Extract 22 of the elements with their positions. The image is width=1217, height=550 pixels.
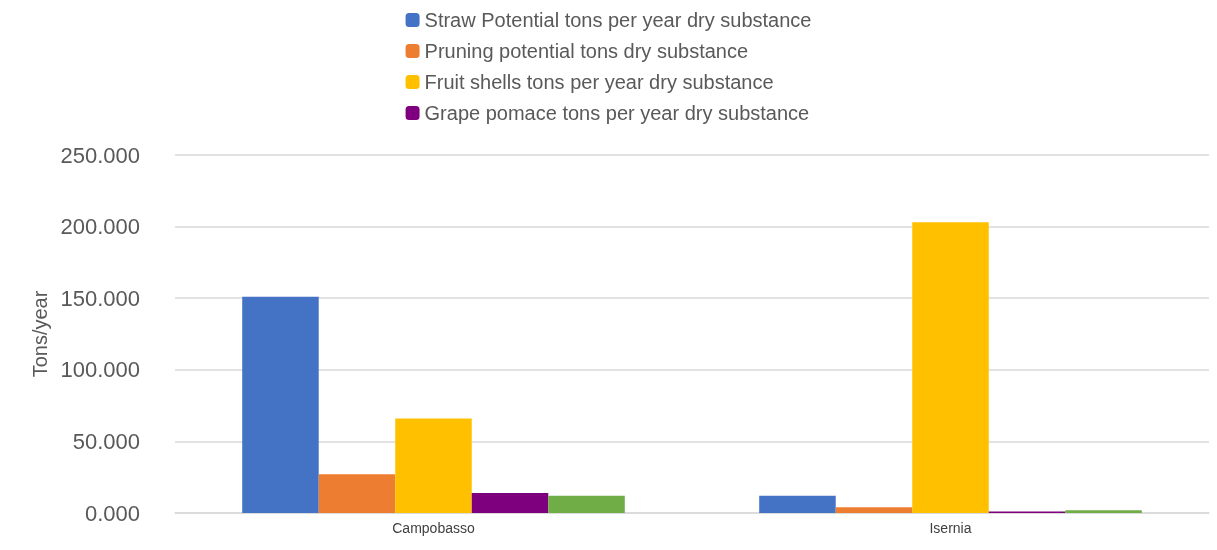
legend-label: Straw Potential tons per year dry substance [424,9,812,31]
bar [912,222,989,513]
x-tick-label: Campobasso [392,520,475,536]
bar [242,296,319,513]
legend-label: Fruit shells tons per year dry substance [424,71,774,93]
bar [471,492,549,513]
bar [835,507,913,513]
x-tick-label: Isernia [929,520,972,536]
legend-label: Grape pomace tons per year dry substance [424,102,810,124]
legend-label: Pruning potential tons dry substance [424,40,749,62]
y-axis-title: Tons/year [28,290,51,378]
y-tick-label: 50.000 [72,428,140,454]
y-tick-label: 250.000 [60,142,140,168]
bar [1065,510,1142,513]
y-tick-label: 100.000 [60,357,140,383]
bar [759,495,836,513]
bar [548,495,625,513]
y-tick-label: 0.000 [84,500,140,526]
y-tick-label: 200.000 [60,214,140,240]
bar [395,418,472,513]
y-tick-label: 150.000 [60,285,140,311]
bar [318,474,396,513]
